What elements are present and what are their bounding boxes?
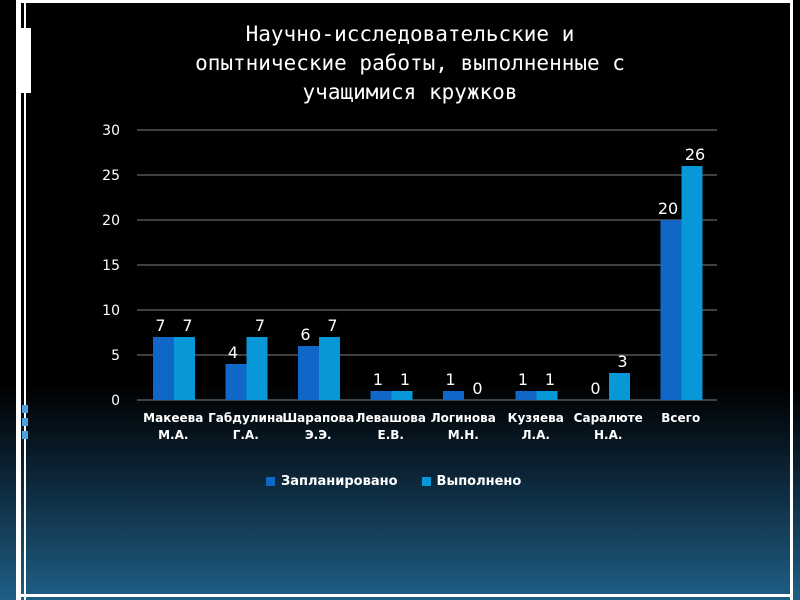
data-label-planned: 20 bbox=[658, 199, 678, 218]
bar-planned-4 bbox=[443, 391, 464, 400]
bar-planned-5 bbox=[515, 391, 537, 400]
chart-title-line-3: учащимися кружков bbox=[302, 80, 518, 104]
x-tick-label: Логинова bbox=[431, 411, 496, 425]
data-label-planned: 0 bbox=[590, 379, 600, 398]
y-tick-label: 30 bbox=[102, 123, 120, 139]
data-label-completed: 7 bbox=[327, 316, 337, 335]
bar-completed-2 bbox=[319, 337, 340, 400]
data-label-completed: 1 bbox=[400, 370, 410, 389]
frame-bottom-bar bbox=[16, 594, 792, 597]
x-tick-label: Е.В. bbox=[378, 428, 404, 442]
x-tick-label: Н.А. bbox=[594, 428, 622, 442]
y-tick-label: 10 bbox=[102, 303, 120, 319]
bar-completed-5 bbox=[536, 391, 558, 400]
y-tick-label: 25 bbox=[102, 168, 120, 184]
data-label-planned: 1 bbox=[373, 370, 383, 389]
x-tick-label: Габдулина bbox=[208, 411, 283, 425]
data-label-completed: 7 bbox=[182, 316, 192, 335]
x-tick-label: М.Н. bbox=[448, 428, 479, 442]
frame-top-bar bbox=[16, 0, 792, 3]
x-tick-label: Саралюте bbox=[574, 411, 643, 425]
bar-completed-0 bbox=[174, 337, 195, 400]
data-label-planned: 6 bbox=[300, 325, 310, 344]
x-tick-label: Г.А. bbox=[233, 428, 259, 442]
y-tick-label: 5 bbox=[111, 348, 120, 364]
y-tick-label: 0 bbox=[111, 393, 120, 409]
bar-planned-2 bbox=[298, 346, 319, 400]
data-label-planned: 1 bbox=[518, 370, 528, 389]
chart-legend: Запланировано Выполнено bbox=[266, 474, 545, 489]
legend-swatch-completed bbox=[421, 477, 431, 486]
bar-completed-6 bbox=[609, 373, 630, 400]
legend-item-planned: Запланировано bbox=[266, 474, 398, 489]
x-tick-label: Э.Э. bbox=[305, 428, 332, 442]
y-tick-label: 20 bbox=[102, 213, 120, 229]
data-label-completed: 0 bbox=[472, 379, 482, 398]
data-label-completed: 26 bbox=[685, 145, 705, 164]
deco-bar-2 bbox=[22, 405, 28, 413]
data-label-planned: 1 bbox=[445, 370, 455, 389]
bar-completed-7 bbox=[681, 166, 703, 400]
x-tick-label: Макеева bbox=[143, 411, 203, 425]
data-label-completed: 1 bbox=[545, 370, 555, 389]
data-label-completed: 3 bbox=[617, 352, 627, 371]
data-label-planned: 4 bbox=[228, 343, 238, 362]
x-tick-label: Шарапова bbox=[282, 411, 354, 425]
bar-completed-1 bbox=[246, 337, 268, 400]
bar-completed-3 bbox=[391, 391, 413, 400]
bar-planned-7 bbox=[660, 220, 682, 400]
deco-bar-3 bbox=[22, 418, 28, 426]
legend-label-planned: Запланировано bbox=[281, 474, 398, 489]
legend-item-completed: Выполнено bbox=[421, 474, 522, 489]
legend-label-completed: Выполнено bbox=[436, 474, 522, 489]
x-tick-label: М.А. bbox=[158, 428, 188, 442]
x-tick-label: Всего bbox=[661, 411, 700, 425]
bar-planned-3 bbox=[370, 391, 392, 400]
frame-right-bar bbox=[790, 0, 793, 600]
x-tick-label: Левашова bbox=[356, 411, 426, 425]
chart-title-line-2: опытнические работы, выполненные с bbox=[195, 51, 625, 75]
deco-bar-1 bbox=[17, 28, 31, 93]
x-tick-label: Л.А. bbox=[522, 428, 550, 442]
x-tick-label: Кузяева bbox=[508, 411, 564, 425]
bar-planned-0 bbox=[153, 337, 174, 400]
bar-planned-1 bbox=[225, 364, 247, 400]
deco-bar-4 bbox=[22, 431, 28, 439]
chart-title-line-1: Научно-исследовательские и bbox=[245, 22, 575, 46]
y-tick-label: 15 bbox=[102, 258, 120, 274]
frame-left-bar-thin bbox=[24, 0, 26, 600]
frame-left-bar bbox=[16, 0, 21, 600]
data-label-completed: 7 bbox=[255, 316, 265, 335]
legend-swatch-planned bbox=[266, 477, 275, 486]
chart-title: Научно-исследовательские и опытнические … bbox=[110, 20, 710, 107]
data-label-planned: 7 bbox=[155, 316, 165, 335]
